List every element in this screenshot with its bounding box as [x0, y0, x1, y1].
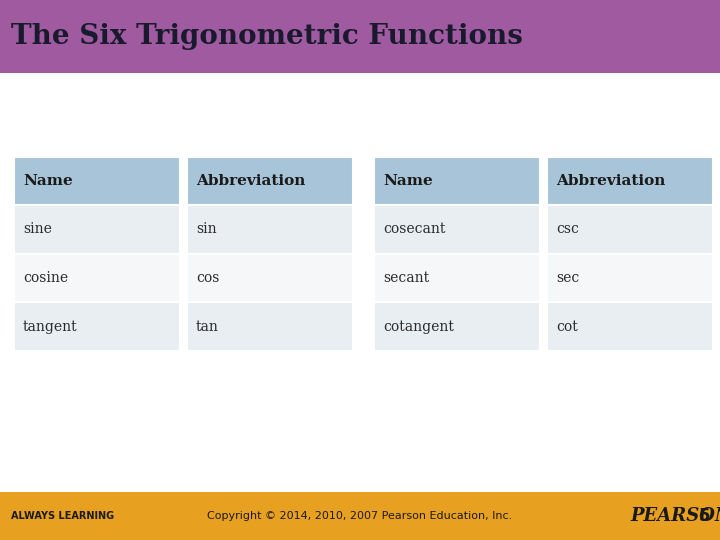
Text: secant: secant	[383, 271, 429, 285]
Text: The Six Trigonometric Functions: The Six Trigonometric Functions	[11, 23, 523, 50]
FancyBboxPatch shape	[0, 492, 720, 540]
FancyBboxPatch shape	[14, 157, 180, 205]
Text: tangent: tangent	[23, 320, 78, 334]
Text: sec: sec	[556, 271, 579, 285]
Text: cot: cot	[556, 320, 577, 334]
FancyBboxPatch shape	[187, 302, 353, 351]
Text: Abbreviation: Abbreviation	[556, 174, 665, 188]
Text: 5: 5	[698, 507, 710, 525]
Text: sine: sine	[23, 222, 52, 237]
FancyBboxPatch shape	[14, 254, 180, 302]
FancyBboxPatch shape	[374, 205, 540, 254]
Text: sin: sin	[196, 222, 217, 237]
FancyBboxPatch shape	[374, 254, 540, 302]
Text: ALWAYS LEARNING: ALWAYS LEARNING	[11, 511, 114, 521]
Text: Copyright © 2014, 2010, 2007 Pearson Education, Inc.: Copyright © 2014, 2010, 2007 Pearson Edu…	[207, 511, 513, 521]
FancyBboxPatch shape	[547, 254, 713, 302]
FancyBboxPatch shape	[14, 205, 180, 254]
Text: tan: tan	[196, 320, 219, 334]
Text: cosecant: cosecant	[383, 222, 446, 237]
Text: cosine: cosine	[23, 271, 68, 285]
FancyBboxPatch shape	[14, 302, 180, 351]
Text: cotangent: cotangent	[383, 320, 454, 334]
FancyBboxPatch shape	[187, 157, 353, 205]
FancyBboxPatch shape	[374, 157, 540, 205]
Text: Abbreviation: Abbreviation	[196, 174, 305, 188]
FancyBboxPatch shape	[547, 157, 713, 205]
Text: PEARSON: PEARSON	[630, 507, 720, 525]
Text: Name: Name	[383, 174, 433, 188]
Text: csc: csc	[556, 222, 579, 237]
FancyBboxPatch shape	[547, 302, 713, 351]
FancyBboxPatch shape	[0, 0, 720, 73]
Text: Name: Name	[23, 174, 73, 188]
FancyBboxPatch shape	[547, 205, 713, 254]
FancyBboxPatch shape	[187, 205, 353, 254]
FancyBboxPatch shape	[187, 254, 353, 302]
FancyBboxPatch shape	[374, 302, 540, 351]
Text: cos: cos	[196, 271, 219, 285]
